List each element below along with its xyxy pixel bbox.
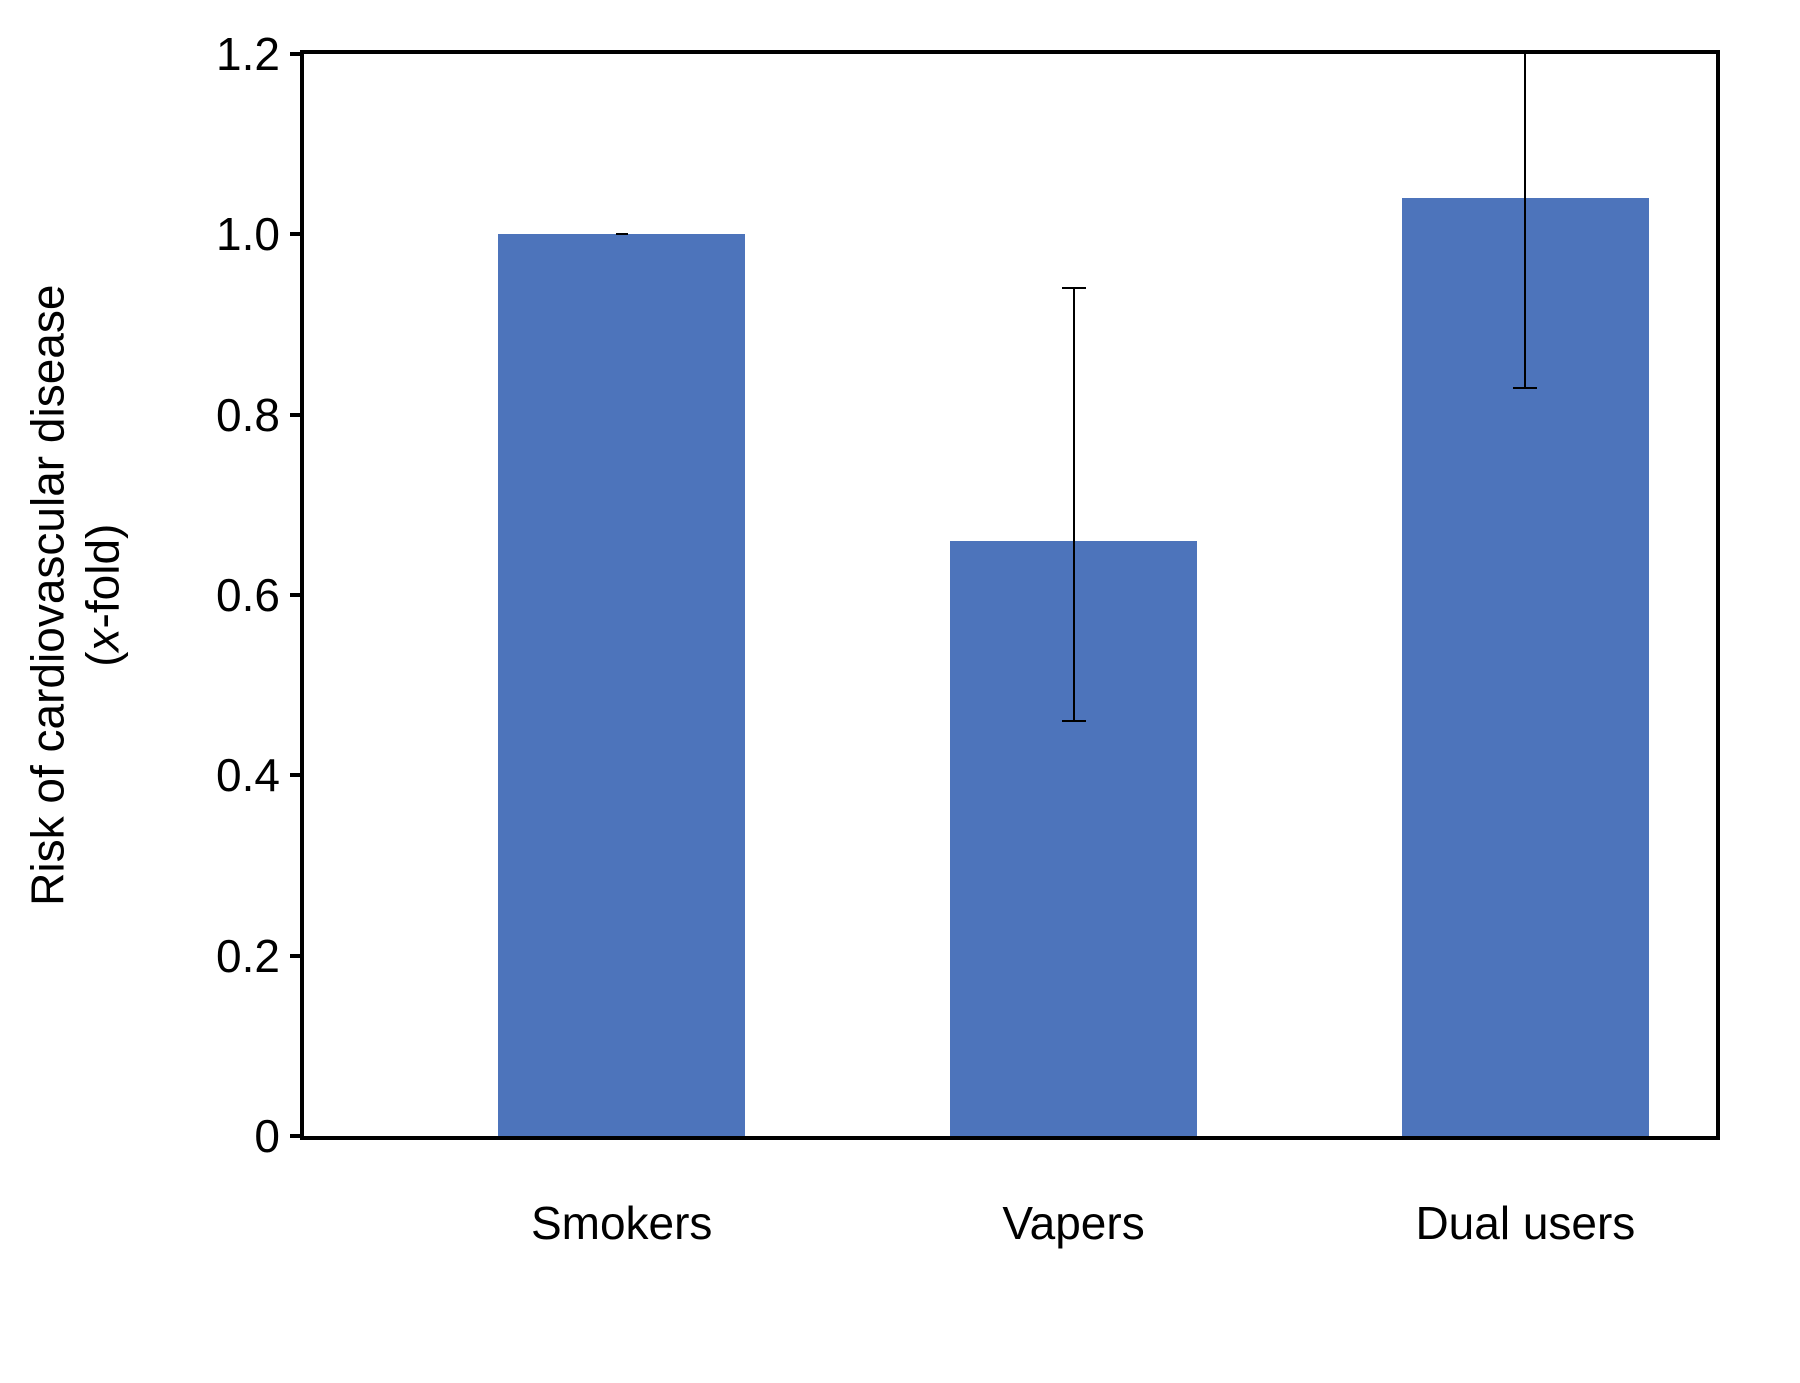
x-category-label: Dual users: [1415, 1136, 1635, 1250]
errorbar-cap: [616, 233, 628, 235]
errorbar-line: [1073, 288, 1075, 721]
x-category-label: Vapers: [1002, 1136, 1144, 1250]
y-tick-label: 0.4: [216, 748, 304, 802]
y-tick-label: 0: [254, 1109, 304, 1163]
errorbar-cap: [1062, 720, 1086, 722]
y-tick-label: 0.6: [216, 568, 304, 622]
y-tick-label: 1.0: [216, 207, 304, 261]
plot-area: 00.20.40.60.81.01.2SmokersVapersDual use…: [300, 50, 1720, 1140]
y-tick-label: 0.8: [216, 388, 304, 442]
chart-container: Risk of cardiovascular disease (x-fold) …: [0, 0, 1800, 1383]
errorbar-line: [1524, 54, 1526, 388]
y-axis-label-group: Risk of cardiovascular disease (x-fold): [36, 50, 116, 1140]
y-axis-label-line1: Risk of cardiovascular disease: [21, 284, 76, 905]
bar: [498, 234, 745, 1136]
errorbar-cap: [1062, 287, 1086, 289]
y-tick-label: 0.2: [216, 929, 304, 983]
x-category-label: Smokers: [531, 1136, 712, 1250]
y-axis-label-line2: (x-fold): [76, 284, 131, 905]
y-axis-label-line2-var: x: [77, 628, 129, 651]
errorbar-cap: [1513, 387, 1537, 389]
y-axis-label: Risk of cardiovascular disease (x-fold): [21, 284, 131, 905]
y-tick-label: 1.2: [216, 27, 304, 81]
